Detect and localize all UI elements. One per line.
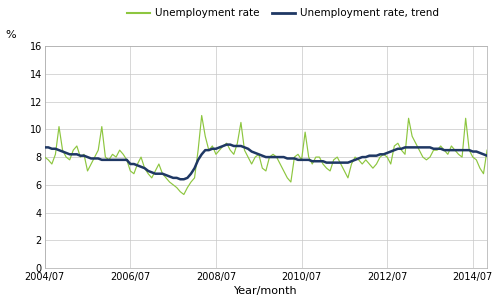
Unemployment rate, trend — [177, 177, 183, 181]
Unemployment rate, trend — [463, 148, 469, 152]
Unemployment rate, trend — [430, 147, 436, 151]
Line: Unemployment rate, trend: Unemployment rate, trend — [45, 144, 487, 179]
Legend: Unemployment rate, Unemployment rate, trend: Unemployment rate, Unemployment rate, tr… — [127, 8, 439, 18]
X-axis label: Year/month: Year/month — [234, 286, 298, 296]
Unemployment rate — [463, 116, 469, 120]
Unemployment rate, trend — [156, 172, 162, 176]
Unemployment rate — [420, 155, 426, 159]
Unemployment rate, trend — [42, 146, 48, 149]
Unemployment rate, trend — [224, 143, 230, 146]
Unemployment rate — [430, 148, 436, 152]
Unemployment rate — [145, 172, 151, 176]
Unemployment rate — [156, 162, 162, 166]
Unemployment rate — [199, 114, 205, 117]
Unemployment rate, trend — [484, 154, 490, 157]
Unemployment rate — [324, 166, 330, 170]
Unemployment rate, trend — [145, 169, 151, 173]
Unemployment rate — [181, 193, 187, 197]
Unemployment rate, trend — [420, 146, 426, 149]
Unemployment rate — [484, 148, 490, 152]
Text: %: % — [5, 30, 15, 40]
Line: Unemployment rate: Unemployment rate — [45, 116, 487, 195]
Unemployment rate — [42, 155, 48, 159]
Unemployment rate, trend — [324, 161, 330, 164]
